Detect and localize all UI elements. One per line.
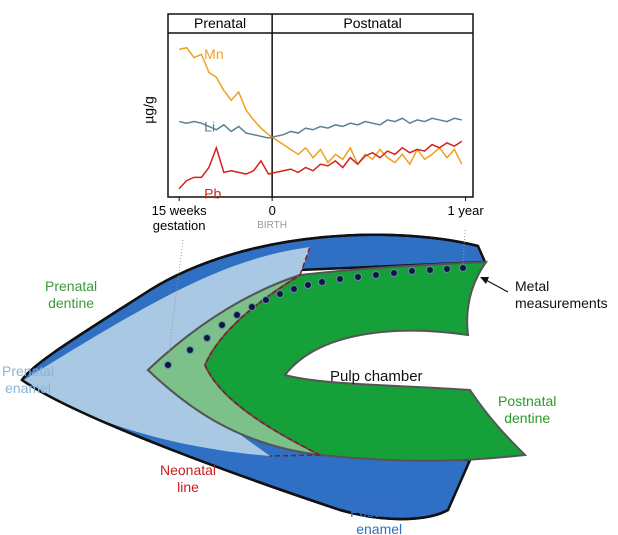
diagram: µg/g Prenatal Postnatal Mn Li Pb [0, 0, 618, 535]
series-line [179, 118, 462, 138]
label-prenatal-enamel: Prenatal enamel [2, 363, 54, 397]
x-tick-label: 15 weeks gestation [152, 203, 207, 233]
y-axis-label: µg/g [141, 96, 157, 124]
series-label: Pb [204, 186, 221, 202]
label-metal-measurements: Metal measurements [515, 278, 608, 312]
series-line [179, 48, 462, 164]
annotation: BIRTH [257, 217, 287, 234]
label-neonatal-line: Neonatal line [160, 462, 216, 496]
period-label: Postnatal [343, 15, 401, 31]
period-label: Prenatal [194, 15, 246, 31]
label-postnatal-dentine: Postnatal dentine [498, 393, 556, 427]
chart-frame [168, 14, 473, 197]
label-postnatal-enamel: Postnatal enamel [350, 504, 408, 535]
x-tick-label: 1 year [448, 203, 484, 218]
label-pulp-chamber: Pulp chamber [330, 368, 423, 385]
x-tick-label: 0 [269, 203, 276, 218]
series-label: Li [204, 118, 215, 134]
arrow [484, 279, 508, 292]
label-prenatal-dentine: Prenatal dentine [45, 278, 97, 312]
series-label: Mn [204, 46, 223, 62]
figure: µg/g Prenatal Postnatal Mn Li Pb Prenatal de… [0, 0, 618, 535]
